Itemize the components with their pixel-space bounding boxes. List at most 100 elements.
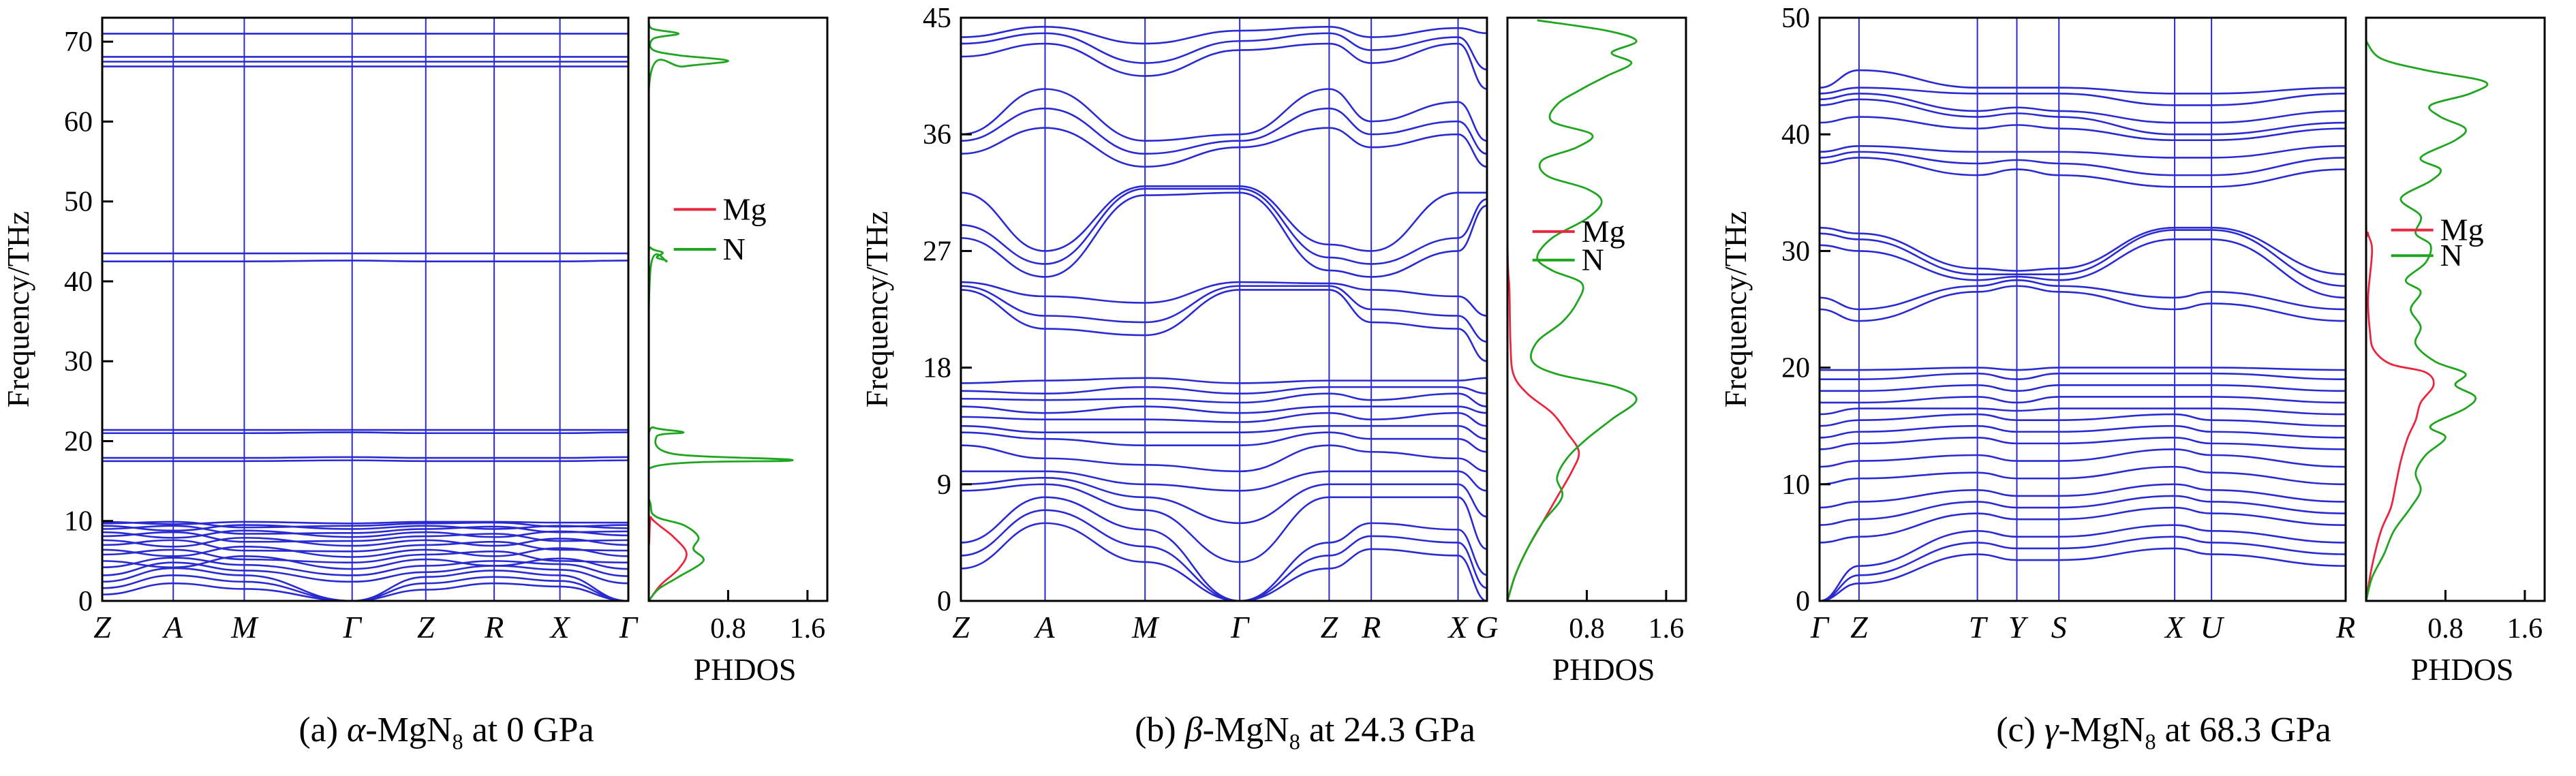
- caption-sub: 8: [452, 729, 463, 754]
- band-plot-frame: [1818, 16, 2347, 602]
- svg-text:27: 27: [923, 236, 951, 267]
- svg-text:0: 0: [78, 586, 93, 617]
- svg-text:10: 10: [64, 506, 93, 538]
- phdos-axis-label: PHDOS: [694, 652, 797, 687]
- kpoint-gridlines: [172, 18, 561, 601]
- caption-suffix: at 68.3 GPa: [2156, 711, 2331, 749]
- kpoint-gridlines: [1044, 18, 1459, 601]
- phdos-x-axis: 0.8 1.6: [2427, 590, 2543, 645]
- panel-c-svg: 0 10 20 30 40 50 Frequency/THz Γ Z T Y S X U R 0.8 1.6 PH…: [1718, 3, 2546, 687]
- legend-label-n: N: [2440, 238, 2463, 273]
- svg-text:Γ: Γ: [1810, 610, 1830, 645]
- phdos-mg-curve: [1507, 18, 1580, 601]
- svg-text:30: 30: [1781, 236, 1810, 267]
- svg-text:Z: Z: [952, 610, 970, 645]
- panel-a-svg: 0 10 20 30 40 50 60 70 Frequency/THz Z A M Γ Z R X Γ 0.8 1…: [1, 16, 829, 687]
- phdos-curves: [1507, 18, 1638, 601]
- caption-sub: 8: [2145, 729, 2156, 754]
- caption-suffix: at 24.3 GPa: [1300, 711, 1475, 749]
- svg-text:1.6: 1.6: [790, 613, 826, 645]
- phdos-mg-curve: [2366, 18, 2435, 601]
- caption-formula: -MgN: [1202, 711, 1289, 749]
- legend-label-mg: Mg: [723, 191, 767, 226]
- svg-text:S: S: [2051, 610, 2067, 645]
- svg-text:U: U: [2201, 610, 2225, 645]
- svg-text:50: 50: [1781, 3, 1810, 34]
- band-plot-frame: [960, 16, 1488, 602]
- svg-text:R: R: [2335, 610, 2355, 645]
- panel-a: 0 10 20 30 40 50 60 70 Frequency/THz Z A M Γ Z R X Γ 0.8 1…: [0, 0, 859, 776]
- svg-text:0: 0: [937, 586, 951, 617]
- svg-text:36: 36: [923, 119, 951, 151]
- svg-text:40: 40: [1781, 119, 1810, 151]
- svg-text:50: 50: [64, 187, 93, 218]
- svg-text:1.6: 1.6: [2507, 613, 2543, 645]
- svg-text:0.8: 0.8: [2427, 613, 2464, 645]
- phdos-curves: [649, 21, 794, 601]
- svg-text:Z: Z: [1850, 610, 1868, 645]
- svg-text:30: 30: [64, 346, 93, 377]
- phonon-bands: [101, 33, 630, 602]
- svg-text:M: M: [1131, 610, 1160, 645]
- svg-text:9: 9: [937, 469, 951, 501]
- phonon-bands: [960, 26, 1488, 602]
- phdos-axis-label: PHDOS: [2411, 652, 2514, 687]
- svg-text:20: 20: [64, 426, 93, 457]
- y-axis: 0 10 20 30 40 50 60 70: [64, 27, 113, 617]
- svg-text:Γ: Γ: [619, 610, 639, 645]
- svg-text:45: 45: [923, 3, 951, 34]
- phdos-mg-curve: [649, 25, 688, 601]
- svg-text:70: 70: [64, 27, 93, 58]
- svg-text:X: X: [1447, 610, 1469, 645]
- phdos-n-curve: [2366, 40, 2489, 601]
- svg-text:Z: Z: [417, 610, 435, 645]
- phdos-curves: [2366, 18, 2489, 601]
- phdos-n-curve: [1507, 19, 1638, 601]
- caption-formula: -MgN: [365, 711, 453, 749]
- phdos-x-axis: 0.8 1.6: [1569, 590, 1684, 645]
- svg-text:18: 18: [923, 353, 951, 384]
- svg-text:0.8: 0.8: [1569, 613, 1605, 645]
- svg-text:0.8: 0.8: [710, 613, 746, 645]
- caption-greek: γ: [2044, 711, 2059, 749]
- panel-a-caption: (a) α-MgN8 at 0 GPa: [61, 710, 831, 754]
- svg-text:Γ: Γ: [1230, 610, 1250, 645]
- svg-text:M: M: [230, 610, 259, 645]
- caption-formula: -MgN: [2058, 711, 2145, 749]
- y-axis-label: Frequency/THz: [859, 211, 894, 408]
- legend-label-n: N: [1582, 243, 1604, 277]
- panel-b: 0 9 18 27 36 45 Frequency/THz Z A M Γ Z R X G 0.8 1.6 PHD…: [859, 0, 1717, 776]
- band-plot-frame: [101, 16, 630, 602]
- svg-text:A: A: [1033, 610, 1055, 645]
- legend-label-mg: Mg: [2440, 213, 2484, 247]
- phdos-frame: [1506, 16, 1687, 602]
- svg-text:Z: Z: [93, 610, 111, 645]
- svg-text:G: G: [1475, 610, 1498, 645]
- panel-c-caption: (c) γ-MgN8 at 68.3 GPa: [1779, 710, 2549, 754]
- svg-text:R: R: [1361, 610, 1381, 645]
- caption-greek: α: [347, 711, 366, 749]
- caption-index: (a): [298, 711, 348, 749]
- svg-text:X: X: [2164, 610, 2186, 645]
- caption-index: (b): [1135, 711, 1185, 749]
- phdos-frame: [2365, 16, 2546, 602]
- y-axis-label: Frequency/THz: [1, 211, 35, 408]
- legend: MgN: [2391, 213, 2484, 273]
- caption-index: (c): [1996, 711, 2044, 749]
- phdos-x-axis: 0.8 1.6: [710, 590, 825, 645]
- panel-c-chart: 0 10 20 30 40 50 Frequency/THz Γ Z T Y S X U R 0.8 1.6 PH…: [1717, 0, 2576, 709]
- svg-text:X: X: [549, 610, 571, 645]
- svg-text:0: 0: [1796, 586, 1810, 617]
- phdos-frame: [647, 16, 829, 602]
- y-axis-label: Frequency/THz: [1718, 211, 1753, 408]
- svg-text:T: T: [1969, 610, 1989, 645]
- phonon-bands: [1818, 69, 2347, 602]
- panel-c: 0 10 20 30 40 50 Frequency/THz Γ Z T Y S X U R 0.8 1.6 PH…: [1717, 0, 2576, 776]
- svg-text:1.6: 1.6: [1649, 613, 1685, 645]
- panel-a-chart: 0 10 20 30 40 50 60 70 Frequency/THz Z A M Γ Z R X Γ 0.8 1…: [0, 0, 859, 709]
